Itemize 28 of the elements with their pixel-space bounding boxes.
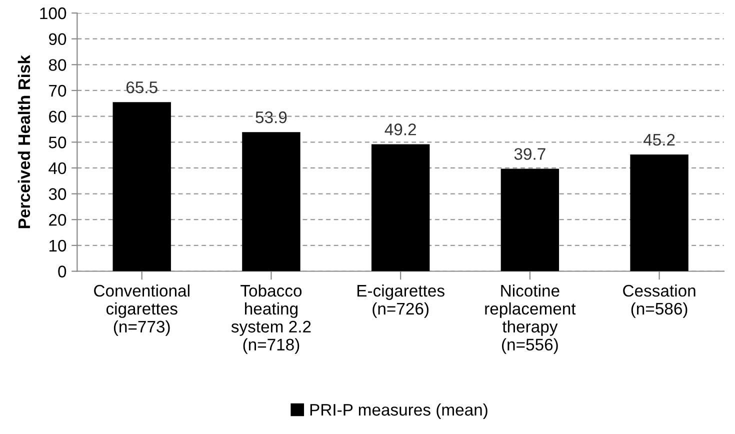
y-tick-label: 0	[58, 266, 66, 278]
data-label: 45.2	[643, 134, 675, 146]
y-tick-label: 50	[48, 136, 66, 148]
y-axis-title: Perceived Health Risk	[18, 55, 30, 228]
y-tick-label: 30	[48, 188, 66, 200]
bar	[112, 102, 171, 272]
y-tick-label: 90	[49, 33, 66, 46]
y-tick-label: 10	[49, 240, 66, 252]
bar	[630, 154, 688, 272]
x-tick-label: Nicotine replacement therapy (n=556)	[485, 284, 576, 354]
y-tick-label: 40	[48, 162, 66, 174]
x-tick-label: Conventional cigarettes (n=773)	[94, 284, 190, 336]
x-tick-label: E-cigarettes (n=726)	[357, 284, 444, 318]
bar	[500, 168, 560, 272]
x-tick-label: Tobacco heating system 2.2 (n=718)	[231, 284, 311, 354]
y-tick-label: 60	[49, 110, 66, 123]
y-tick-label: 70	[49, 84, 66, 97]
y-tick-label: 100	[40, 7, 66, 20]
x-tick-label: Cessation (n=586)	[623, 284, 696, 318]
y-tick-label: 20	[49, 214, 66, 226]
data-label: 39.7	[514, 148, 546, 160]
data-label: 65.5	[126, 81, 158, 94]
legend-label: PRI-P measures (mean)	[310, 403, 488, 419]
data-label: 53.9	[256, 111, 287, 124]
y-tick-label: 80	[48, 59, 66, 71]
bar	[242, 132, 300, 272]
data-label: 49.2	[384, 124, 416, 136]
bar	[371, 144, 430, 272]
